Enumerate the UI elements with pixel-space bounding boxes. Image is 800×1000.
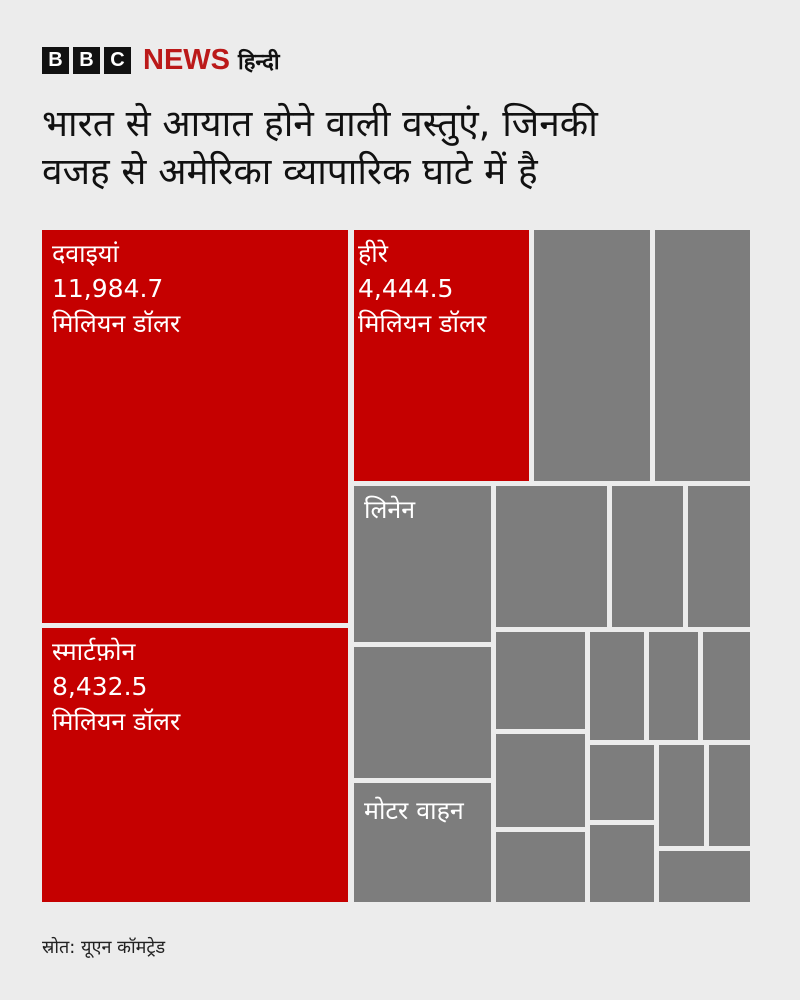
- tile-smartphones-value: 8,432.5: [52, 672, 148, 701]
- logo-letter-b1: B: [42, 47, 69, 74]
- tile-other: [659, 851, 750, 902]
- tile-other: [703, 632, 750, 740]
- chart-title-line-1: भारत से आयात होने वाली वस्तुएं, जिनकी: [42, 102, 598, 145]
- tile-other: [590, 745, 654, 820]
- tile-motor-vehicles: मोटर वाहन: [354, 783, 491, 902]
- tile-motor-vehicles-name: मोटर वाहन: [364, 796, 464, 825]
- tile-diamonds-value: 4,444.5: [358, 274, 454, 303]
- tile-medicines-unit: मिलियन डॉलर: [52, 309, 181, 338]
- logo-letter-b2: B: [73, 47, 100, 74]
- tile-other: [496, 486, 607, 627]
- tile-other: [659, 745, 704, 846]
- chart-title: भारत से आयात होने वाली वस्तुएं, जिनकी वज…: [42, 100, 762, 196]
- bbc-news-logo: B B C NEWS हिन्दी: [42, 44, 280, 77]
- tile-diamonds-unit: मिलियन डॉलर: [358, 309, 487, 338]
- tile-other: [534, 230, 650, 481]
- tile-other: [590, 825, 654, 902]
- tile-other: [709, 745, 750, 846]
- tile-medicines-name: दवाइयां: [52, 239, 119, 268]
- tile-medicines: दवाइयां 11,984.7 मिलियन डॉलर: [42, 230, 348, 623]
- logo-language: हिन्दी: [238, 49, 280, 75]
- source-note: स्रोत: यूएन कॉमट्रेड: [42, 937, 166, 958]
- logo-news: NEWS: [143, 44, 230, 76]
- tile-diamonds-name: हीरे: [358, 239, 388, 268]
- tile-other: [354, 647, 491, 778]
- tile-other: [496, 734, 585, 827]
- tile-other: [612, 486, 683, 627]
- tile-other: [496, 832, 585, 902]
- tile-medicines-value: 11,984.7: [52, 274, 164, 303]
- tile-other: [655, 230, 750, 481]
- tile-linen-name: लिनेन: [364, 495, 416, 524]
- tile-linen: लिनेन: [354, 486, 491, 642]
- tile-other: [649, 632, 698, 740]
- chart-title-line-2: वजह से अमेरिका व्यापारिक घाटे में है: [42, 150, 538, 193]
- tile-other: [496, 632, 585, 729]
- tile-diamonds: हीरे 4,444.5 मिलियन डॉलर: [354, 230, 529, 481]
- tile-smartphones-unit: मिलियन डॉलर: [52, 707, 181, 736]
- tile-smartphones: स्मार्टफ़ोन 8,432.5 मिलियन डॉलर: [42, 628, 348, 902]
- logo-letter-c: C: [104, 47, 131, 74]
- tile-other: [590, 632, 644, 740]
- tile-other: [688, 486, 750, 627]
- tile-smartphones-name: स्मार्टफ़ोन: [52, 637, 136, 666]
